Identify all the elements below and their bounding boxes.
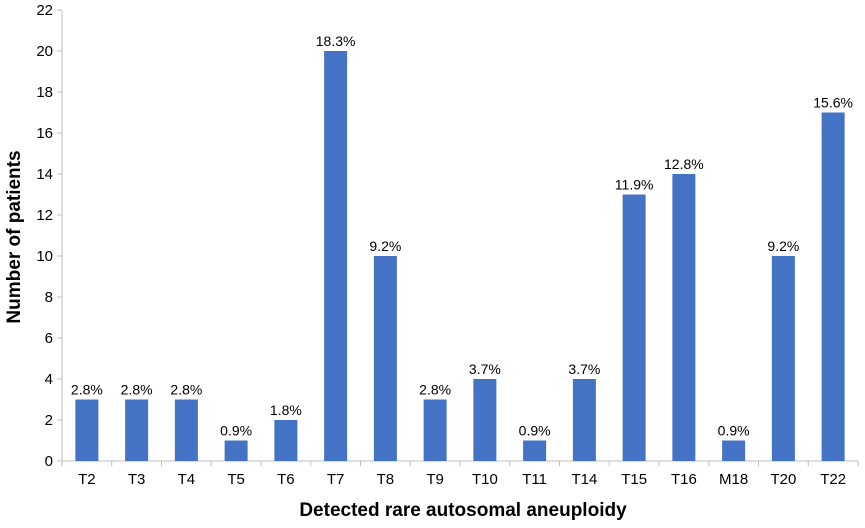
bar-t8	[373, 256, 397, 461]
x-tick-label: T16	[671, 471, 697, 488]
x-tick-label: T8	[377, 471, 395, 488]
x-tick-label: T5	[227, 471, 245, 488]
data-label: 0.9%	[718, 423, 750, 439]
data-label: 3.7%	[568, 361, 600, 377]
bar-t7	[324, 51, 348, 461]
y-axis: 0 2 4 6 8 10 12 14 16 18 20 22	[36, 2, 63, 470]
data-label: 2.8%	[170, 382, 202, 398]
data-label: 11.9%	[615, 177, 654, 193]
x-tick-label: T3	[128, 471, 146, 488]
y-tick-label: 16	[36, 125, 53, 142]
data-label: 15.6%	[813, 95, 853, 111]
data-label: 0.9%	[519, 423, 551, 439]
bar-t3	[125, 399, 149, 461]
y-tick-label: 14	[36, 166, 53, 183]
y-tick-label: 12	[36, 207, 53, 224]
y-tick-label: 6	[45, 330, 53, 347]
bar-t5	[224, 440, 248, 461]
bar-t10	[473, 379, 497, 461]
x-tick-label: T10	[472, 471, 498, 488]
data-labels: 2.8% 2.8% 2.8% 0.9% 1.8% 18.3% 9.2% 2.8% 3.7% 0.9…	[71, 33, 853, 439]
x-tick-label: T7	[327, 471, 345, 488]
y-tick-label: 8	[45, 289, 53, 306]
bar-t16	[672, 174, 696, 461]
x-tick-label: T14	[571, 471, 597, 488]
y-tick-label: 2	[45, 412, 53, 429]
bar-t14	[572, 379, 596, 461]
y-tick-label: 20	[36, 43, 53, 60]
x-tick-label: T15	[621, 471, 647, 488]
data-label: 18.3%	[316, 33, 356, 49]
bar-t15	[622, 194, 646, 461]
y-tick-label: 22	[36, 2, 53, 19]
x-tick-label: T11	[522, 471, 547, 488]
x-axis: T2 T3 T4 T5 T6 T7 T8 T9 T10 T11 T14 T15 T16 M18 T20 T22	[61, 460, 859, 488]
x-axis-title: Detected rare autosomal aneuploidy	[299, 500, 627, 521]
bar-t6	[274, 420, 298, 461]
data-label: 9.2%	[369, 238, 401, 254]
x-tick-label: T20	[770, 471, 796, 488]
bar-t4	[174, 399, 198, 461]
x-tick-label: T22	[820, 471, 846, 488]
data-label: 1.8%	[270, 402, 302, 418]
bar-t11	[523, 440, 547, 461]
x-tick-label: T6	[277, 471, 295, 488]
data-label: 0.9%	[220, 423, 252, 439]
x-tick-label: M18	[719, 471, 748, 488]
y-tick-label: 10	[36, 248, 53, 265]
data-label: 12.8%	[664, 156, 704, 172]
data-label: 3.7%	[469, 361, 501, 377]
data-label: 2.8%	[121, 382, 153, 398]
data-label: 9.2%	[767, 238, 799, 254]
bar-t9	[423, 399, 447, 461]
x-tick-label: T2	[78, 471, 96, 488]
bar-t2	[75, 399, 99, 461]
bar-m18	[722, 440, 746, 461]
data-label: 2.8%	[419, 382, 451, 398]
x-tick-label: T4	[178, 471, 196, 488]
x-tick-label: T9	[426, 471, 444, 488]
bar-t20	[771, 256, 795, 461]
y-tick-label: 18	[36, 84, 53, 101]
bar-t22	[821, 112, 845, 461]
y-tick-label: 4	[45, 371, 53, 388]
y-axis-title: Number of patients	[4, 150, 25, 323]
data-label: 2.8%	[71, 382, 103, 398]
bar-series	[75, 51, 845, 461]
y-tick-label: 0	[45, 453, 53, 470]
